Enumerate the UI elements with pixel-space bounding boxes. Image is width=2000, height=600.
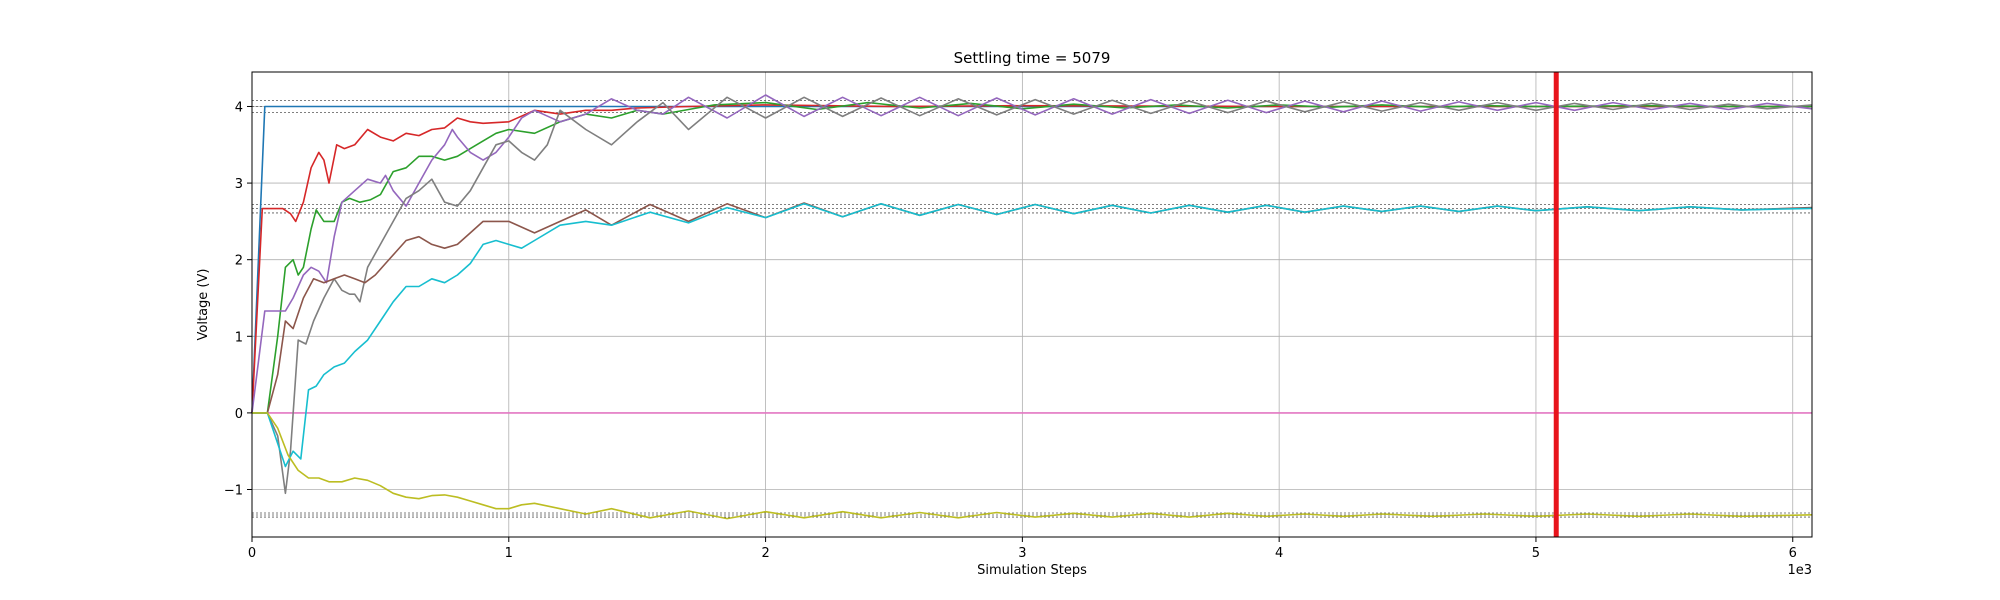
series-line xyxy=(252,202,1813,414)
x-tick-label: 5 xyxy=(1532,546,1540,561)
x-axis-offset-label: 1e3 xyxy=(1787,563,1812,578)
series-line xyxy=(251,104,1812,413)
series-group xyxy=(251,94,1813,520)
y-tick-label: 1 xyxy=(235,330,243,345)
y-tick-label: −1 xyxy=(224,484,243,499)
x-tick-label: 2 xyxy=(761,546,769,561)
y-tick-label: 3 xyxy=(235,177,243,192)
series-line xyxy=(252,203,1813,468)
axis-ticks: 0 1 2 3 4 5 6 −1 0 1 2 3 4 xyxy=(224,100,1797,561)
x-tick-label: 4 xyxy=(1275,546,1283,561)
series-line xyxy=(252,101,1812,414)
series-line xyxy=(252,96,1813,495)
series-line xyxy=(251,94,1813,413)
x-tick-label: 6 xyxy=(1789,546,1797,561)
chart-title: Settling time = 5079 xyxy=(954,49,1111,67)
x-tick-label: 1 xyxy=(505,546,513,561)
x-tick-label: 0 xyxy=(248,546,256,561)
y-tick-label: 0 xyxy=(235,407,243,422)
x-axis-label: Simulation Steps xyxy=(977,563,1087,578)
grid xyxy=(251,72,1812,537)
series-line xyxy=(252,412,1813,520)
plot-area-frame xyxy=(251,71,1813,538)
y-tick-label: 2 xyxy=(235,254,243,269)
y-tick-label: 4 xyxy=(235,100,243,115)
x-tick-label: 3 xyxy=(1018,546,1026,561)
y-axis-label: Voltage (V) xyxy=(196,269,211,341)
